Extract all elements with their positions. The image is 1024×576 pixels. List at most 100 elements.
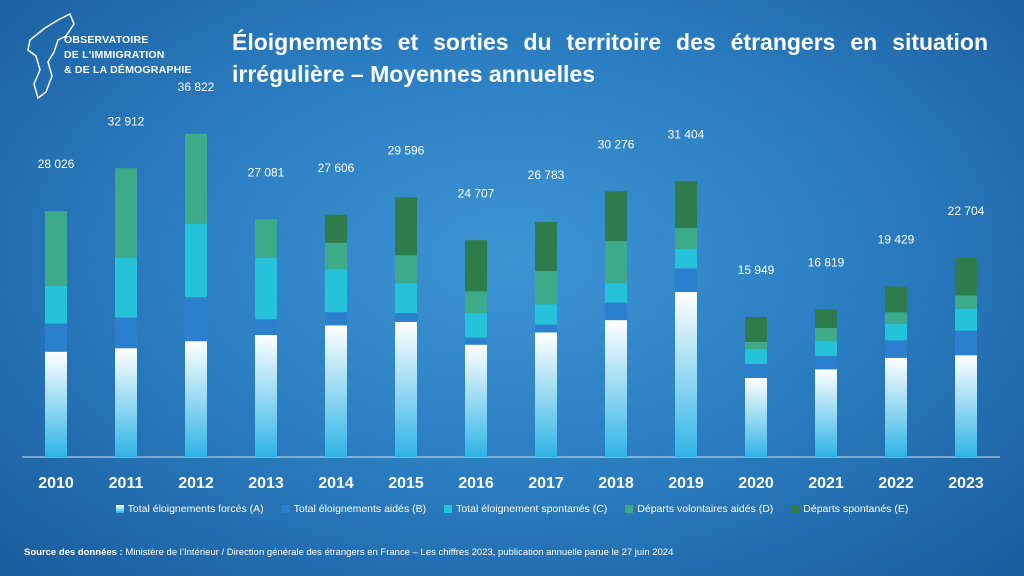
bar-segment	[115, 317, 137, 349]
bar-segment	[955, 330, 977, 356]
bar-segment	[45, 211, 67, 286]
legend-label: Total éloignements forcés (A)	[127, 503, 264, 515]
bar-segment	[605, 241, 627, 284]
bar-segment	[535, 324, 557, 333]
bar-segment	[675, 227, 697, 250]
bar-segment	[535, 270, 557, 305]
bar-segment	[465, 291, 487, 314]
total-label: 22 704	[948, 204, 985, 218]
bar-segment	[885, 340, 907, 358]
bar-segment	[815, 356, 837, 370]
x-tick-label: 2017	[528, 475, 564, 492]
bar-segment	[325, 325, 347, 457]
bar-segment	[745, 349, 767, 364]
bar-segment	[45, 323, 67, 352]
bar-segment	[465, 344, 487, 457]
logo-line: OBSERVATOIRE	[64, 34, 149, 46]
bar-segment	[605, 191, 627, 242]
legend-label: Total éloignements aidés (B)	[293, 503, 427, 515]
bar-segment	[885, 286, 907, 313]
total-label: 26 783	[528, 168, 565, 182]
bar-segment	[535, 221, 557, 271]
bar-segment	[185, 223, 207, 298]
total-label: 16 819	[808, 256, 845, 270]
bar-segment	[325, 242, 347, 270]
bar-segment	[955, 295, 977, 309]
total-label: 27 606	[318, 161, 355, 175]
x-tick-label: 2018	[598, 475, 634, 492]
bar-segment	[745, 317, 767, 343]
x-tick-label: 2011	[109, 475, 144, 492]
x-tick-label: 2015	[388, 475, 424, 492]
legend-label: Départs spontanés (E)	[803, 503, 909, 515]
total-label: 15 949	[738, 263, 775, 277]
legend-swatch	[444, 505, 453, 513]
x-tick-label: 2016	[458, 475, 494, 492]
bar-segment	[325, 214, 347, 243]
bar-segment	[675, 292, 697, 457]
legend-swatch	[791, 505, 800, 513]
bar-segment	[815, 309, 837, 329]
bar-segment	[955, 355, 977, 457]
x-tick-label: 2019	[668, 475, 704, 492]
legend: Total éloignements forcés (A) Total éloig…	[0, 503, 1024, 515]
legend-label: Total éloignement spontanés (C)	[456, 503, 608, 515]
bar-segment	[745, 363, 767, 379]
bar-segment	[745, 342, 767, 350]
bar-segment	[605, 320, 627, 457]
bar-segment	[395, 255, 417, 284]
bar-segment	[185, 133, 207, 224]
bar-segment	[815, 341, 837, 357]
bar-segment	[465, 337, 487, 345]
legend-swatch	[281, 505, 290, 513]
bar-segment	[885, 323, 907, 341]
x-tick-label: 2010	[38, 475, 74, 492]
bar-segment	[885, 357, 907, 457]
total-label: 32 912	[108, 114, 145, 128]
bar-segment	[675, 249, 697, 269]
bar-segment	[745, 378, 767, 457]
total-label: 30 276	[598, 137, 635, 151]
logo-line: & DE LA DÉMOGRAPHIE	[64, 64, 192, 76]
total-label: 31 404	[668, 128, 705, 142]
bar-segment	[255, 335, 277, 457]
bar-segment	[325, 269, 347, 313]
legend-item: Départs volontaires aidés (D)	[625, 503, 773, 515]
bar-segment	[115, 168, 137, 258]
bar-segment	[955, 308, 977, 331]
logo-line: DE L'IMMIGRATION	[64, 49, 165, 61]
bar-segment	[675, 268, 697, 293]
legend-item: Total éloignement spontanés (C)	[444, 503, 607, 515]
x-tick-label: 2020	[738, 475, 774, 492]
total-label: 27 081	[248, 166, 285, 180]
legend-label: Départs volontaires aidés (D)	[637, 503, 774, 515]
bar-segment	[185, 341, 207, 457]
bar-segment	[885, 312, 907, 324]
bar-segment	[115, 348, 137, 457]
bar-segment	[255, 257, 277, 320]
bar-segment	[45, 285, 67, 324]
legend-item: Total éloignements aidés (B)	[281, 503, 427, 515]
total-label: 24 707	[458, 186, 495, 200]
x-tick-label: 2014	[318, 475, 354, 492]
total-label: 29 596	[388, 143, 425, 157]
legend-item: Total éloignements forcés (A)	[115, 503, 264, 515]
total-label: 28 026	[38, 157, 75, 171]
source: Source des données : Ministère de l’Inté…	[24, 547, 673, 558]
x-tick-label: 2012	[178, 475, 214, 492]
logo-map	[27, 12, 75, 100]
total-label: 36 822	[178, 80, 215, 94]
x-tick-label: 2022	[878, 475, 914, 492]
bar-segment	[255, 219, 277, 258]
legend-swatch	[115, 505, 124, 513]
bar-segment	[395, 283, 417, 314]
bar-segment	[535, 304, 557, 325]
source-text: Ministère de l’Intérieur / Direction gén…	[125, 547, 674, 558]
x-tick-label: 2021	[808, 475, 844, 492]
legend-item: Départs spontanés (E)	[791, 503, 908, 515]
bar-segment	[185, 297, 207, 342]
bar-segment	[395, 313, 417, 322]
logo: OBSERVATOIRE DE L'IMMIGRATION & DE LA DÉMO…	[64, 33, 192, 78]
bar-segment	[675, 181, 697, 228]
